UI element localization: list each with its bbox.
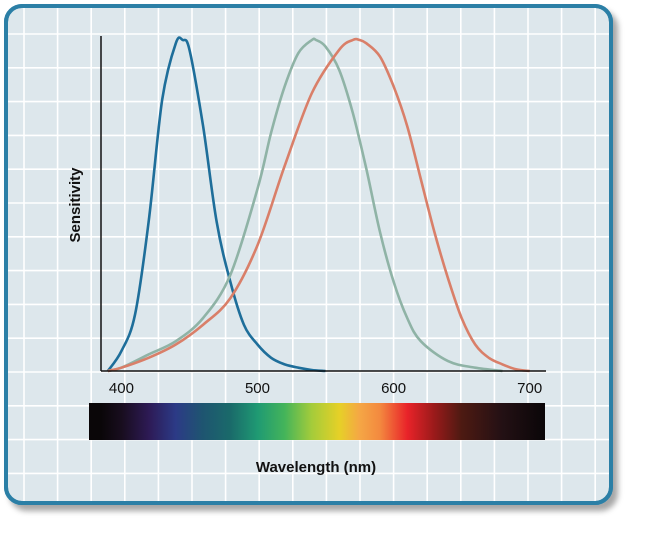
red-cone-curve [107,37,530,373]
blue-cone-curve [106,36,326,373]
y-axis-title: Sensitivity [67,167,84,243]
x-tick-labels: 400 500 600 700 [109,380,542,397]
x-tick-label: 700 [517,380,542,397]
x-axis-title: Wavelength (nm) [256,459,376,476]
x-tick-label: 600 [381,380,406,397]
color-spectrum-bar [89,403,545,440]
x-tick-label: 400 [109,380,134,397]
sensitivity-curves [106,36,530,373]
green-cone-curve [107,37,503,373]
x-tick-label: 500 [245,380,270,397]
